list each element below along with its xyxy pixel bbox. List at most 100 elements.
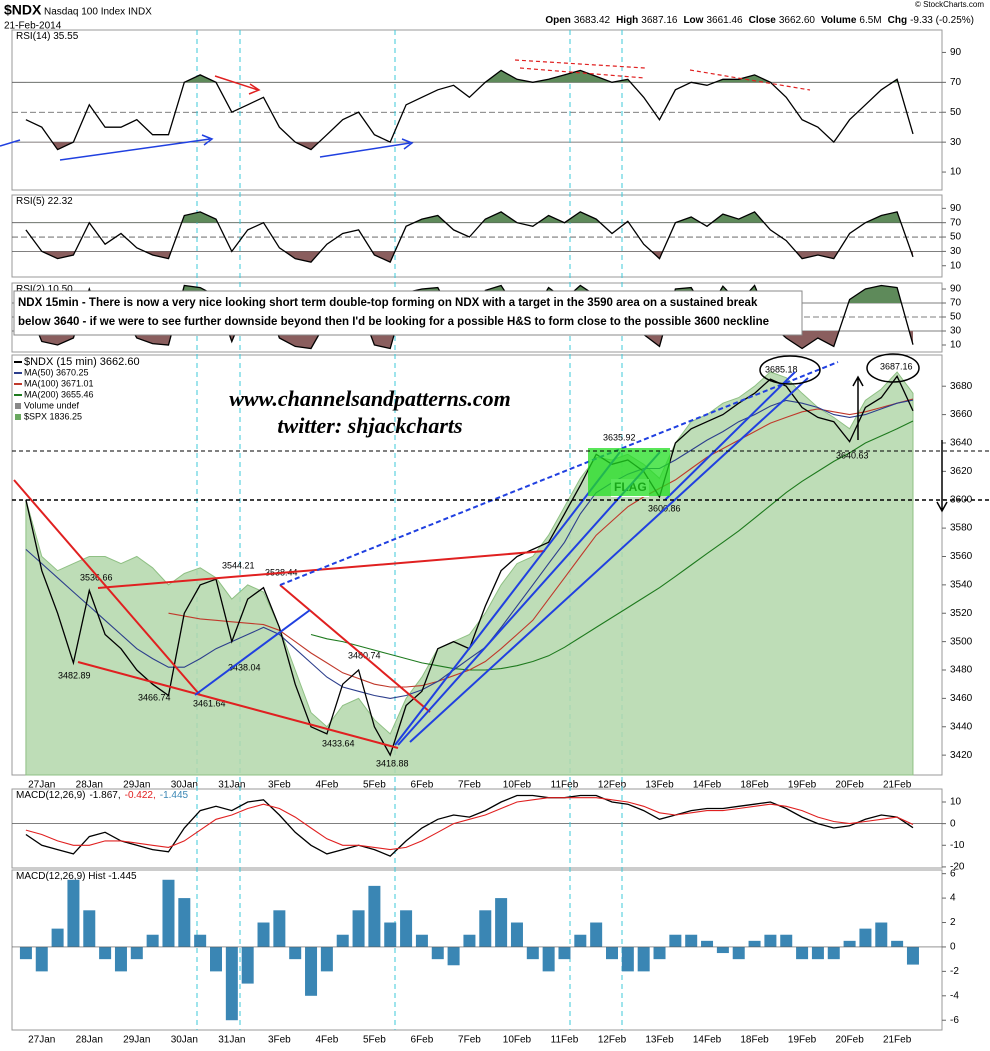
x-tick-label: 21Feb [883,780,912,791]
hist-bar [606,946,618,960]
y-tick-label: 10 [950,167,962,178]
y-tick-label: 2 [950,917,956,928]
hist-bar [542,946,555,972]
price-annotation: 3461.64 [193,698,226,708]
y-tick-label: 90 [950,284,962,295]
y-tick-label: 0 [950,818,956,829]
y-tick-label: -4 [950,990,959,1001]
x-tick-label: 30Jan [171,1035,198,1046]
y-tick-label: 3560 [950,551,973,562]
x-tick-label: 27Jan [28,780,55,791]
panel-title-text: MACD(12,26,9) Hist -1.445 [16,871,137,882]
y-tick-label: 50 [950,107,962,118]
y-tick-label: 3660 [950,409,973,420]
trend-line [279,584,431,713]
x-tick-label: 4Feb [315,1035,338,1046]
trend-line [664,371,796,501]
hist-bar [35,946,48,972]
hist-bar [827,946,840,960]
series-line [168,398,914,688]
quote-value: 3683.42 [574,15,611,26]
quote-value: 6.5M [859,15,881,26]
x-tick-label: 4Feb [315,780,338,791]
panel-title: RSI(2) 10.50 [16,284,73,295]
hist-bar [891,940,904,947]
hist-bar [51,928,64,947]
quote-label: High [616,15,638,26]
trend-line [97,550,546,589]
panel-title: MACD(12,26,9) -1.867, -0.422, -1.445 [16,790,189,801]
y-tick-label: 90 [950,47,962,58]
price-annotation: 3640.63 [836,450,869,460]
hist-bar [99,946,112,960]
trend-line [397,451,661,746]
y-tick-label: 4 [950,893,956,904]
price-annotation: 3544.21 [222,560,255,570]
x-tick-label: 19Feb [788,780,817,791]
x-tick-label: 18Feb [740,1035,769,1046]
legend-label: MA(200) 3655.46 [24,389,94,399]
x-tick-label: 12Feb [598,780,627,791]
y-tick-label: -6 [950,1015,959,1026]
hist-bar [843,940,856,947]
y-tick-label: 30 [950,246,962,257]
price-annotation: 3536.66 [80,572,113,582]
y-tick-label: 10 [950,340,962,351]
x-tick-label: 20Feb [835,1035,864,1046]
y-tick-label: 30 [950,326,962,337]
up-arrow [852,375,864,440]
x-tick-label: 6Feb [411,780,434,791]
oversold-fill [41,251,913,263]
hist-bar [336,934,349,947]
price-annotation: 3685.18 [765,364,798,374]
hist-bar [716,946,729,954]
x-tick-label: 14Feb [693,780,722,791]
hist-bar [431,946,444,960]
top-circle [759,355,821,385]
hist-bar [384,922,397,947]
hist-bar [764,934,777,947]
hist-bar [701,940,714,947]
panel-title: RSI(14) 35.55 [16,31,79,42]
legend-label: $NDX (15 min) 3662.60 [24,356,140,368]
x-tick-label: 29Jan [123,780,150,791]
date: 21-Feb-2014 [4,21,62,32]
trend-line [394,451,621,746]
hist-bar [194,934,207,947]
y-tick-label: 3520 [950,608,973,619]
credit: © StockCharts.com [915,0,984,9]
y-tick-label: 3680 [950,381,973,392]
hist-bar [273,910,286,947]
y-tick-label: 6 [950,868,956,879]
trend-arrow [514,59,646,69]
x-tick-label: 5Feb [363,1035,386,1046]
y-tick-label: 10 [950,260,962,271]
top-circle [866,353,920,383]
trend-line [77,661,399,749]
hist-bar [906,946,919,965]
x-tick-label: 5Feb [363,780,386,791]
quote-label: Low [683,15,703,26]
x-tick-label: 12Feb [598,1035,627,1046]
hist-bar [748,940,761,947]
x-tick-label: 13Feb [645,1035,674,1046]
quote-value: -9.33 (-0.25%) [910,15,974,26]
x-tick-label: 19Feb [788,1035,817,1046]
hist-bar [114,946,127,972]
panel-frame [11,29,943,191]
y-tick-label: 10 [950,797,962,808]
series-line [25,211,914,263]
hist-bar [146,934,159,947]
note-line: NDX 15min - There is now a very nice loo… [18,297,758,309]
y-tick-label: -20 [950,862,965,873]
x-tick-label: 10Feb [503,1035,532,1046]
quote-value: 3687.16 [641,15,678,26]
y-tick-label: 0 [950,942,956,953]
panel-title: MACD(12,26,9) Hist -1.445 [16,871,137,882]
index-name: Nasdaq 100 Index INDX [44,7,152,18]
x-tick-label: 7Feb [458,780,481,791]
price-annotation: 3687.16 [880,361,913,371]
price-annotation: 3635.92 [603,432,636,442]
price-annotation: 3466.74 [138,692,171,702]
trend-arrow [214,75,259,91]
